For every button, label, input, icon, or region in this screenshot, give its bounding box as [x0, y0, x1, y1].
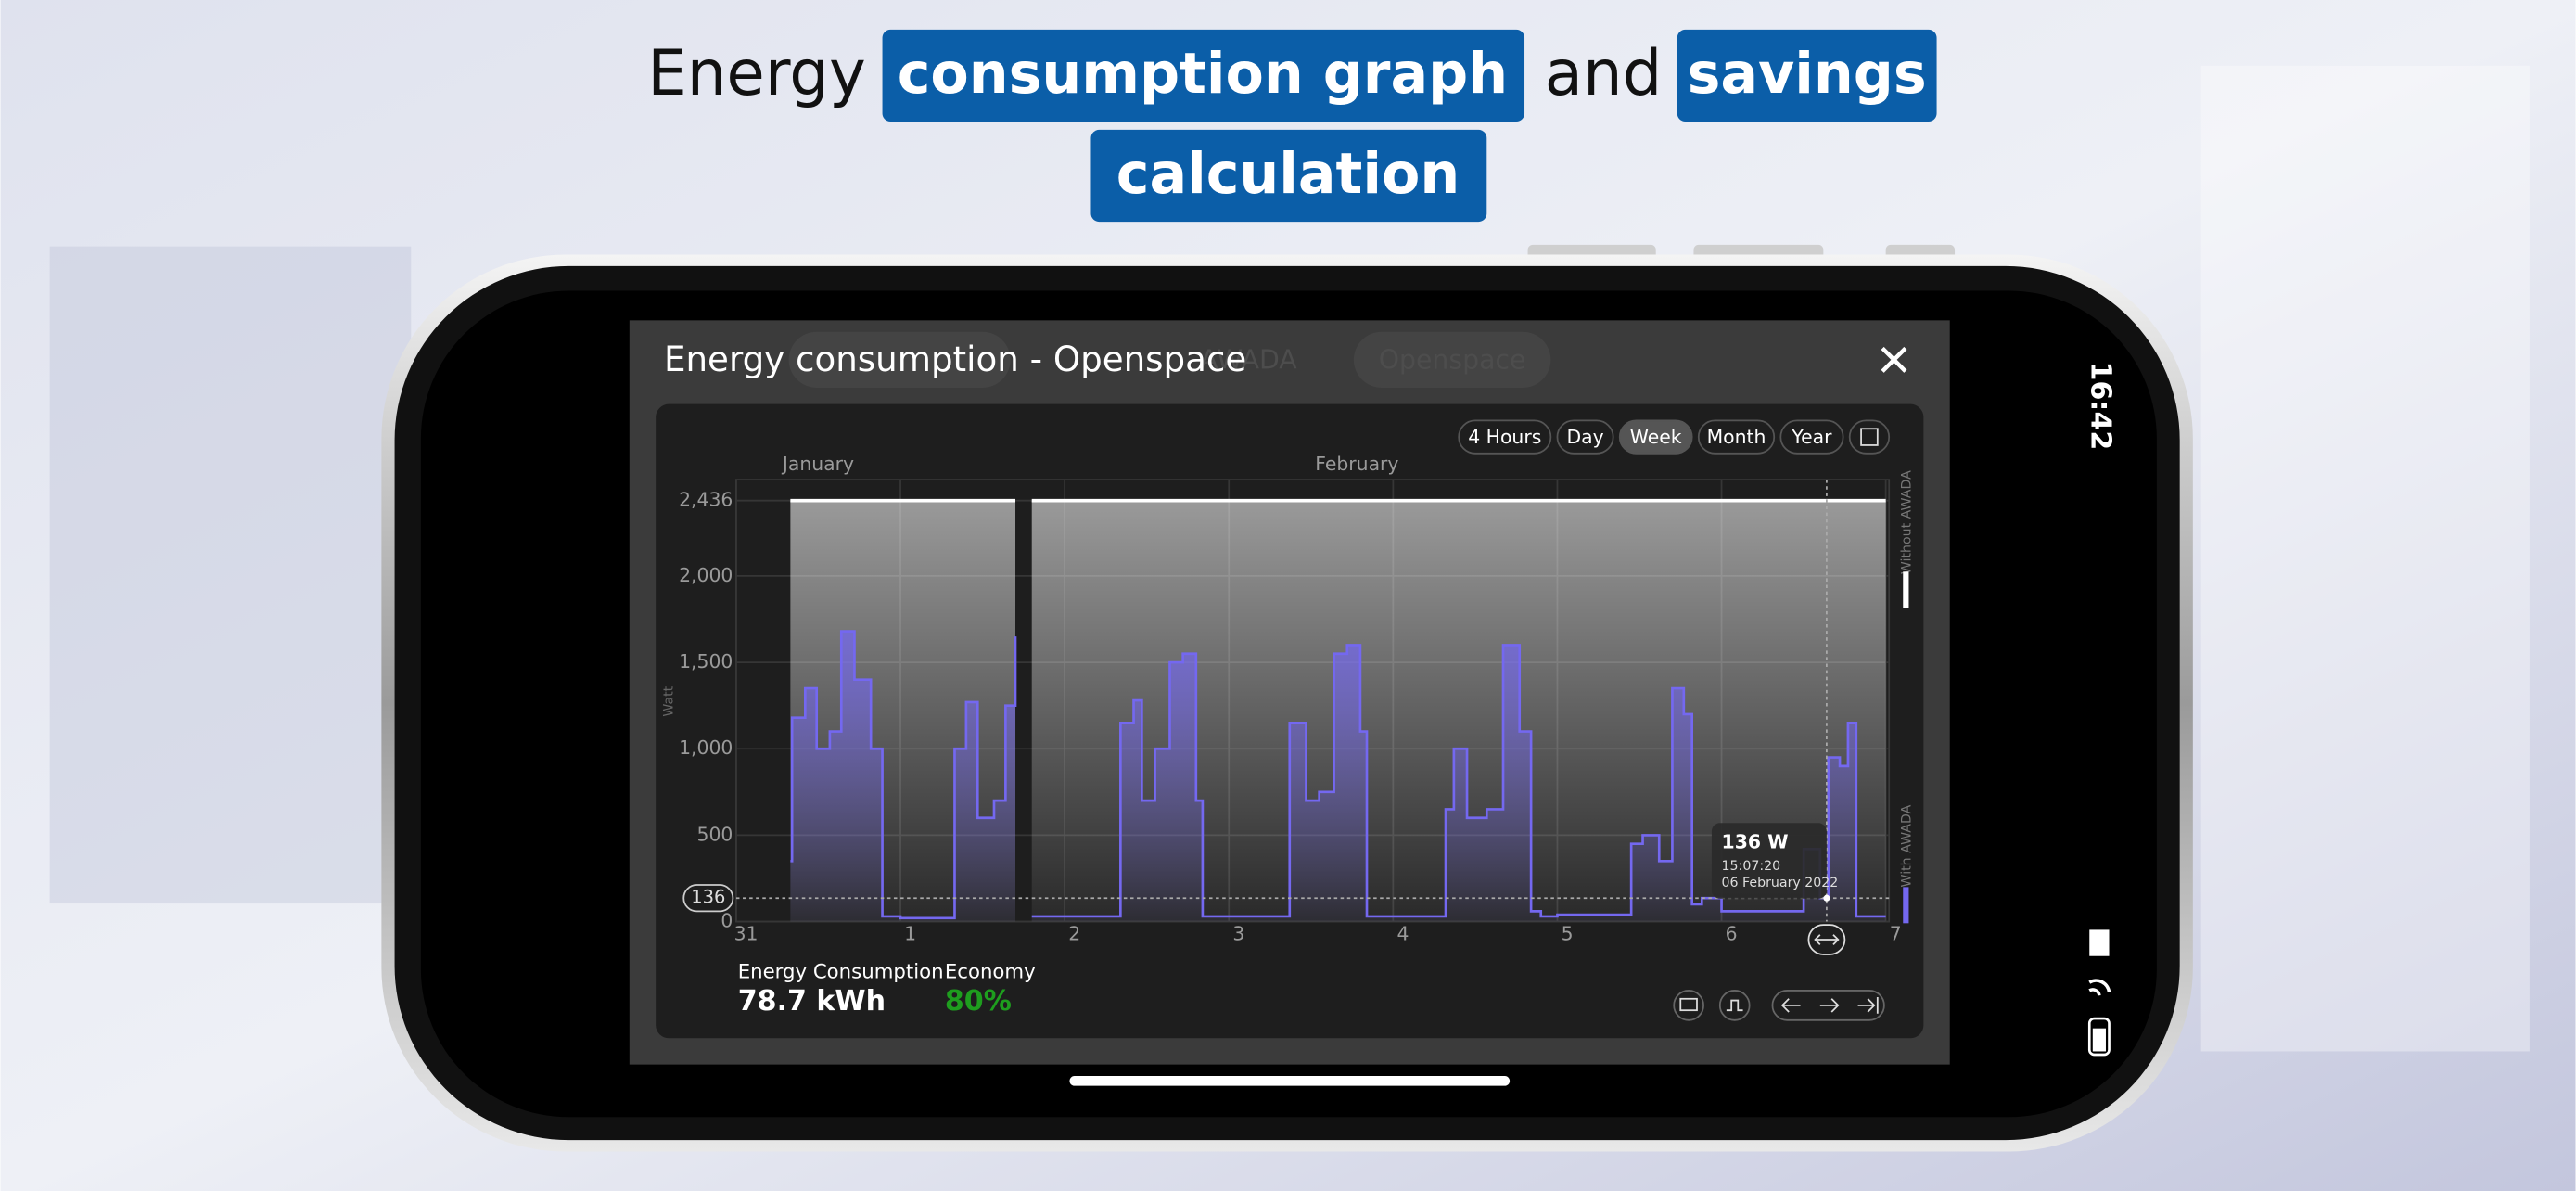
background-text: AWADA [1200, 345, 1297, 376]
header-text: calculation [1116, 142, 1460, 207]
home-indicator [1069, 1076, 1511, 1086]
y-tick-label: 2,436 [679, 489, 733, 511]
range-button[interactable] [1697, 419, 1776, 455]
x-tick-label: 4 [1396, 923, 1409, 945]
range-label: Year [1791, 426, 1832, 448]
header: Energy consumption graph and savings cal… [647, 29, 1937, 223]
range-button[interactable] [1458, 419, 1552, 455]
range-label: Week [1630, 426, 1682, 448]
y-tick-label: 2,000 [679, 564, 733, 586]
legend-swatch [1903, 571, 1909, 608]
navigation-group [1771, 990, 1885, 1021]
series-line [790, 630, 1886, 920]
x-tick-label: 6 [1726, 923, 1738, 945]
last-button[interactable] [1857, 997, 1879, 1014]
y-tick-label: 1,500 [679, 650, 733, 672]
x-tick-label: 5 [1562, 923, 1574, 945]
range-label: Month [1707, 426, 1766, 448]
x-tick-label: 2 [1068, 923, 1080, 945]
range-label: Day [1566, 426, 1603, 448]
cursor-value-pill [682, 884, 734, 913]
summary-value: 78.7 kWh [738, 985, 886, 1018]
dialog-title: Energy consumption - Openspace [664, 339, 1246, 379]
step-icon [1726, 999, 1743, 1012]
cursor-point [1823, 894, 1830, 902]
background-text: Openspace [1379, 345, 1526, 376]
calendar-button[interactable] [1848, 419, 1891, 455]
tooltip [1711, 823, 1827, 899]
close-button[interactable] [1881, 346, 1907, 373]
y-tick-label: 1,000 [679, 736, 733, 759]
background-pill [788, 331, 1011, 388]
email-button[interactable] [1673, 990, 1704, 1021]
x-tick-label: 3 [1232, 923, 1244, 945]
y-tick-label: 0 [721, 910, 733, 932]
series-area [790, 631, 1886, 922]
range-label: 4 Hours [1468, 426, 1541, 448]
tooltip-value: 136 W [1722, 831, 1789, 853]
battery-icon [2087, 1017, 2111, 1057]
background-blur [49, 246, 412, 904]
highlight-box [882, 29, 1525, 122]
step-button[interactable] [1718, 990, 1751, 1021]
legend-label: With AWADA [1900, 804, 1915, 887]
highlight-box [1090, 129, 1487, 223]
y-axis-label: Watt [661, 685, 676, 716]
battery-level [2092, 1028, 2106, 1052]
x-tick-label: 7 [1890, 923, 1902, 945]
highlight-box [1677, 29, 1937, 122]
signal-icon [2089, 929, 2110, 956]
x-tick-label: 31 [734, 923, 759, 945]
email-icon [1679, 997, 1698, 1012]
tooltip-time: 15:07:20 [1722, 859, 1781, 874]
prev-button[interactable] [1780, 998, 1801, 1013]
period-label: January [781, 453, 854, 475]
next-button[interactable] [1819, 998, 1840, 1013]
dialog: AWADA Openspace Energy consumption - Ope… [629, 320, 1950, 1065]
range-button[interactable] [1556, 419, 1614, 455]
x-tick-label: 1 [904, 923, 916, 945]
status-time: 16:42 [2084, 362, 2116, 451]
pan-icon [1814, 934, 1840, 945]
summary-label: Economy [945, 960, 1036, 983]
legend-label: Without AWADA [1900, 470, 1915, 574]
header-text: and [1545, 37, 1663, 109]
plot: 0 500 1,000 1,500 2,000 2,436 31 1 2 3 4 5 6 7 Watt Jan… [661, 453, 1914, 945]
range-buttons: 4 Hours Day Week Month Year [1458, 419, 1844, 455]
tooltip-date: 06 February 2022 [1722, 876, 1839, 890]
background-pill [1353, 331, 1551, 388]
range-button[interactable] [1779, 419, 1844, 455]
range-button[interactable] [1618, 419, 1693, 455]
period-label: February [1315, 453, 1398, 475]
calendar-icon [1860, 428, 1879, 446]
header-text: savings [1688, 42, 1927, 107]
cursor-value: 136 [691, 887, 725, 908]
header-text: consumption graph [898, 42, 1508, 107]
background-blur [2200, 65, 2530, 1052]
y-tick-label: 500 [697, 823, 733, 845]
wifi-icon [2088, 979, 2111, 996]
summary-label: Energy Consumption [738, 960, 944, 983]
summary-value: 80% [945, 985, 1012, 1018]
pan-button[interactable] [1807, 924, 1846, 955]
header-text: Energy [647, 37, 866, 109]
legend-swatch [1903, 887, 1909, 924]
